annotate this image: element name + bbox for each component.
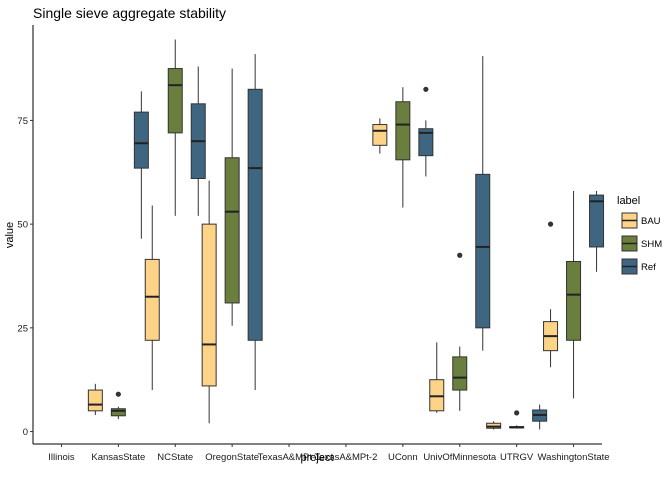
outlier-point <box>457 252 463 258</box>
box-body <box>167 68 183 134</box>
box-body <box>566 260 582 341</box>
legend-title: label <box>617 195 640 207</box>
y-axis-title: value <box>4 222 16 248</box>
box-body <box>429 379 445 412</box>
box-shm-utrgv <box>509 410 525 429</box>
box-ref-univofminnesota <box>475 56 491 351</box>
box-ref-uconn <box>418 86 434 177</box>
x-tick-label: UnivOfMinnesota <box>423 452 497 463</box>
box-ref-utrgv <box>532 404 548 430</box>
x-tick-label: OregonState <box>205 452 259 463</box>
box-body <box>87 389 103 412</box>
x-tick-label: NCState <box>157 452 193 463</box>
box-ref-washingtonstate <box>589 190 605 272</box>
box-body <box>224 157 240 304</box>
box-ref-oregonstate <box>247 54 263 391</box>
box-body <box>133 111 149 169</box>
outlier-point <box>115 391 121 397</box>
legend-label: BAU <box>641 216 661 227</box>
y-tick-label: 50 <box>17 220 28 231</box>
x-tick-label: UTRGV <box>500 452 534 463</box>
box-bau-utrgv <box>486 421 502 430</box>
chart-title: Single sieve aggregate stability <box>33 5 226 21</box>
box-bau-ncstate <box>144 205 160 391</box>
box-ref-kansasstate <box>133 91 149 239</box>
outlier-point <box>514 410 520 416</box>
x-tick-label: Illinois <box>48 452 75 463</box>
box-shm-kansasstate <box>110 391 126 420</box>
y-axis-ticks: 0 25 50 75 <box>17 116 33 438</box>
x-axis-ticks: Illinois KansasState NCState OregonStateTex… <box>48 444 610 463</box>
x-tick-label: KansasState <box>91 452 145 463</box>
box-body <box>395 101 411 161</box>
y-tick-label: 0 <box>23 427 28 438</box>
box-body <box>589 194 605 248</box>
legend: label BAU SHM Ref <box>617 195 662 275</box>
x-tick-label: UConn <box>388 452 418 463</box>
legend-item-bau: BAU <box>621 212 661 229</box>
box-bau-univofminnesota <box>429 342 445 413</box>
box-bau-kansasstate <box>87 383 103 415</box>
box-bau-uconn <box>372 118 388 154</box>
box-shm-washingtonstate <box>566 190 582 399</box>
y-tick-label: 25 <box>17 323 28 334</box>
legend-label: Ref <box>641 262 656 273</box>
legend-item-shm: SHM <box>621 235 662 252</box>
y-tick-label: 75 <box>17 116 28 127</box>
box-bau-oregonstate <box>201 180 217 424</box>
x-tick-label: WashingtonState <box>538 452 610 463</box>
box-body <box>372 124 388 146</box>
legend-label: SHM <box>641 239 662 250</box>
box-shm-oregonstate <box>224 68 240 326</box>
plot-area <box>87 39 605 430</box>
box-body <box>144 258 160 341</box>
box-body <box>247 88 263 341</box>
outlier-point <box>547 221 554 227</box>
legend-item-ref: Ref <box>621 258 656 275</box>
x-tick-label: TexasA&MPt-1 <box>258 452 321 463</box>
box-body <box>201 223 217 387</box>
box-bau-washingtonstate <box>543 221 559 368</box>
x-tick-label: TexasA&MPt-2 <box>315 452 378 463</box>
box-shm-uconn <box>395 87 411 208</box>
box-body <box>110 408 126 417</box>
outlier-point <box>423 86 429 92</box>
box-body <box>418 128 434 157</box>
box-body <box>475 173 491 329</box>
x-axis-title: project <box>300 452 333 464</box>
box-body <box>452 356 468 391</box>
box-shm-ncstate <box>167 39 183 216</box>
box-ref-ncstate <box>190 66 206 216</box>
box-shm-univofminnesota <box>452 252 468 411</box>
